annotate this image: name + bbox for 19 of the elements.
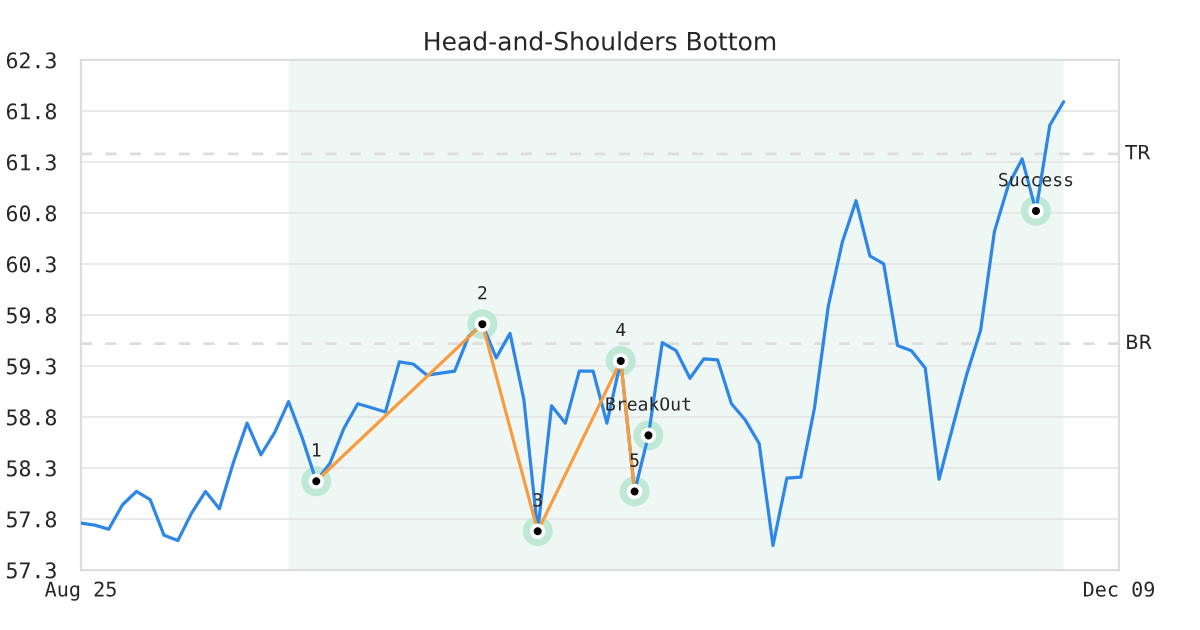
y-tick-label: 58.3 bbox=[7, 460, 56, 477]
annotation: 1 bbox=[313, 443, 321, 457]
y-tick-label: 58.8 bbox=[7, 409, 57, 426]
y-tick-label: 61.8 bbox=[6, 103, 57, 120]
y-tick-label: 61.3 bbox=[6, 154, 56, 171]
y-tick-label: 59.3 bbox=[7, 358, 56, 375]
ref-line-label: TR bbox=[1125, 145, 1151, 160]
y-tick-label: 57.8 bbox=[7, 511, 57, 528]
ref-line-label: BR bbox=[1127, 334, 1152, 349]
y-tick-label: 60.8 bbox=[6, 205, 57, 222]
x-tick-label: Aug 25 bbox=[44, 581, 116, 601]
y-tick-label: 57.3 bbox=[7, 562, 56, 579]
y-tick-label: 62.3 bbox=[6, 52, 56, 69]
y-tick-label: 60.3 bbox=[6, 256, 56, 273]
y-tick-label: 59.8 bbox=[7, 307, 57, 324]
annotation: 4 bbox=[616, 322, 626, 337]
annotation: 2 bbox=[478, 285, 487, 300]
chart-title: Head-and-Shoulders Bottom bbox=[425, 31, 776, 51]
x-tick-label: Dec 09 bbox=[1083, 581, 1155, 597]
